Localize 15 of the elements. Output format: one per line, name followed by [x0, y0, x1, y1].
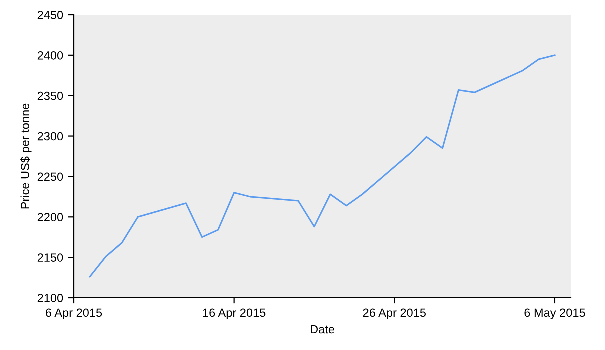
y-tick-label: 2150	[38, 254, 64, 262]
x-tick-label: 6 Apr 2015	[46, 308, 102, 320]
x-tick-label: 16 Apr 2015	[203, 308, 266, 320]
y-tick-label: 2250	[38, 172, 64, 182]
x-axis-title: Date	[311, 325, 334, 334]
y-tick-label: 2350	[38, 92, 64, 100]
y-axis-title: Price US$ per tonne	[20, 104, 32, 209]
y-tick-label: 2100	[38, 294, 64, 302]
y-tick-label: 2300	[38, 132, 64, 141]
x-tick-label: 6 May 2015	[524, 308, 586, 320]
x-tick-label: 26 Apr 2015	[363, 308, 426, 320]
y-tick-label: 2200	[38, 213, 64, 222]
line-series	[89, 54, 556, 278]
y-tick-label: 2450	[38, 11, 64, 20]
y-tick-label: 2400	[38, 51, 64, 60]
